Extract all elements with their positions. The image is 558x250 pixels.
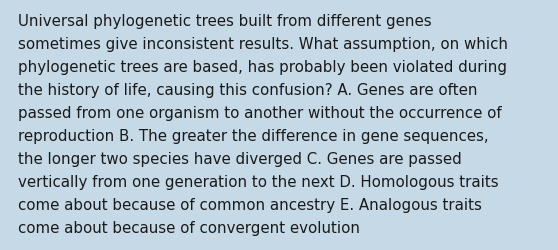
Text: passed from one organism to another without the occurrence of: passed from one organism to another with… <box>18 106 502 120</box>
Text: the history of life, causing this confusion? A. Genes are often: the history of life, causing this confus… <box>18 83 478 98</box>
Text: phylogenetic trees are based, has probably been violated during: phylogenetic trees are based, has probab… <box>18 60 507 75</box>
Text: come about because of convergent evolution: come about because of convergent evoluti… <box>18 220 360 235</box>
Text: reproduction B. The greater the difference in gene sequences,: reproduction B. The greater the differen… <box>18 128 489 144</box>
Text: the longer two species have diverged C. Genes are passed: the longer two species have diverged C. … <box>18 152 462 166</box>
Text: sometimes give inconsistent results. What assumption, on which: sometimes give inconsistent results. Wha… <box>18 37 508 52</box>
Text: vertically from one generation to the next D. Homologous traits: vertically from one generation to the ne… <box>18 174 499 189</box>
Text: come about because of common ancestry E. Analogous traits: come about because of common ancestry E.… <box>18 197 482 212</box>
Text: Universal phylogenetic trees built from different genes: Universal phylogenetic trees built from … <box>18 14 432 29</box>
